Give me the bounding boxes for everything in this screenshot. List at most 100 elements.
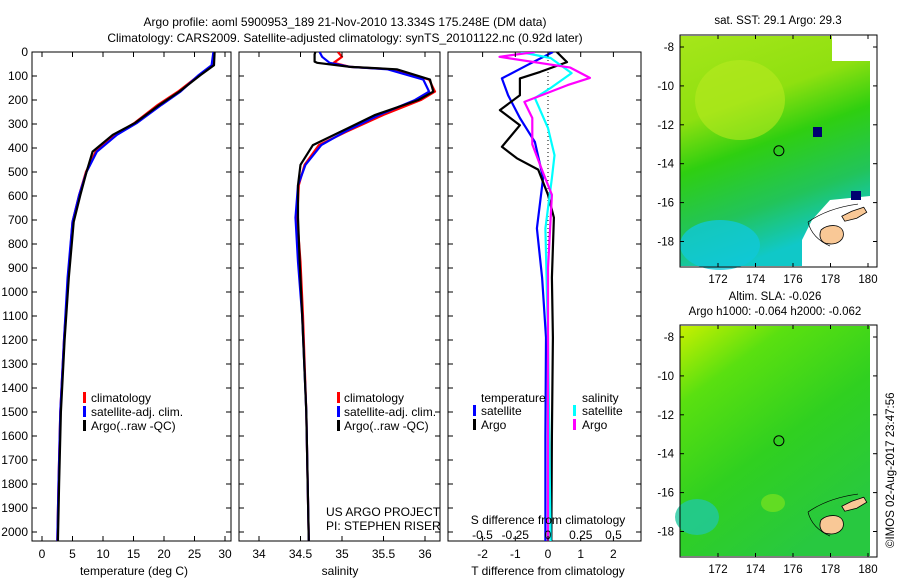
- depth-tick-label: 500: [8, 165, 28, 179]
- temperature-legend: climatology satellite-adj. clim. Argo(..…: [83, 391, 183, 433]
- lon-tick-label: 178: [821, 564, 840, 576]
- legend-label-argo: Argo(..raw -QC): [91, 419, 176, 433]
- sla-map: Altim. SLA: -0.026 Argo h1000: -0.064 h2…: [657, 291, 877, 576]
- depth-tick-label: 1300: [1, 357, 28, 371]
- lat-tick-label: -14: [657, 449, 674, 461]
- x-tick-label: 35: [335, 547, 349, 561]
- sst-warm-patch: [695, 60, 785, 140]
- x-tick-label: 34: [252, 547, 266, 561]
- difference-panel: temperature satellite Argo salinity sate…: [447, 51, 642, 578]
- x-tick-label: -1: [510, 547, 521, 561]
- legend-label-t-argo: Argo: [481, 418, 507, 432]
- legend-label-s-argo: Argo: [582, 418, 608, 432]
- s-difference-label: S difference from climatology: [471, 513, 626, 527]
- legend-swatch-satellite: [337, 406, 340, 417]
- series-line-t-argo: [498, 52, 569, 541]
- x-tick-label: 1: [577, 547, 584, 561]
- lon-tick-label: 178: [821, 274, 840, 286]
- title-line-1: Argo profile: aoml 5900953_189 21-Nov-20…: [144, 15, 547, 29]
- legend-header-temperature: temperature: [481, 391, 546, 405]
- depth-tick-label: 1000: [1, 285, 28, 299]
- lat-tick-label: -16: [657, 488, 674, 500]
- depth-tick-label: 1100: [2, 309, 28, 323]
- lon-tick-label: 174: [746, 564, 766, 576]
- lat-tick-label: -14: [657, 159, 674, 171]
- sla-low-patch: [675, 499, 719, 535]
- lat-tick-label: -10: [657, 81, 674, 93]
- lat-tick-label: -8: [664, 332, 674, 344]
- depth-tick-label: 1200: [1, 333, 28, 347]
- series-line-climatology: [56, 52, 216, 541]
- reef-outline: [807, 493, 859, 537]
- pi-annotation: PI: STEPHEN RISER: [326, 519, 441, 533]
- island-viti-levu: [819, 515, 844, 535]
- temperature-plot-frame: [31, 51, 232, 542]
- sst-missing-top: [832, 36, 870, 61]
- lon-tick-label: 172: [708, 274, 727, 286]
- legend-swatch-climatology: [337, 392, 340, 403]
- depth-tick-label: 600: [8, 189, 28, 203]
- series-line-s-argo: [498, 52, 592, 541]
- x-tick-label: 35.5: [372, 547, 396, 561]
- legend-swatch-s-argo: [573, 419, 576, 430]
- sla-map-title-2: Argo h1000: -0.064 h2000: -0.062: [689, 306, 862, 318]
- depth-tick-label: 1700: [1, 453, 28, 467]
- sst-map-title: sat. SST: 29.1 Argo: 29.3: [714, 15, 841, 27]
- lon-tick-label: 180: [858, 564, 877, 576]
- lat-tick-label: -8: [664, 42, 674, 54]
- island-viti-levu: [819, 225, 844, 245]
- legend-swatch-s-satellite: [573, 405, 576, 416]
- depth-tick-label: 1900: [1, 501, 28, 515]
- legend-label-satellite: satellite-adj. clim.: [344, 405, 436, 419]
- imos-credit: ©IMOS 02-Aug-2017 23:47:56: [885, 392, 897, 548]
- depth-tick-label: 1800: [1, 477, 28, 491]
- legend-label-argo: Argo(..raw -QC): [344, 419, 429, 433]
- sla-map-title-1: Altim. SLA: -0.026: [729, 291, 822, 303]
- legend-swatch-argo: [83, 420, 86, 431]
- depth-tick-label: 900: [8, 261, 28, 275]
- lat-tick-label: -18: [657, 237, 674, 249]
- x-tick-label: 30: [218, 547, 232, 561]
- island-vanua-levu: [841, 206, 868, 222]
- legend-swatch-satellite: [83, 406, 86, 417]
- legend-header-salinity: salinity: [582, 391, 619, 405]
- legend-swatch-t-satellite: [473, 405, 476, 416]
- depth-tick-label: 200: [8, 93, 28, 107]
- depth-tick-label: 0: [21, 45, 28, 59]
- salinity-panel: salinity climatology satellite-adj. clim…: [238, 51, 441, 578]
- depth-tick-label: 800: [8, 237, 28, 251]
- sst-cool-patch: [680, 220, 760, 270]
- series-line-satellite-adj-clim-: [56, 52, 215, 541]
- series-line-argo-raw-qc-: [296, 52, 435, 541]
- s-tick-label: -0.5: [472, 528, 493, 542]
- s-tick-label: 0.5: [605, 528, 622, 542]
- legend-label-t-satellite: satellite: [481, 404, 522, 418]
- depth-tick-label: 300: [8, 117, 28, 131]
- sst-cloud-flag: [851, 191, 861, 200]
- x-tick-label: 34.5: [289, 547, 313, 561]
- lat-tick-label: -18: [657, 527, 674, 539]
- lat-tick-label: -12: [657, 120, 674, 132]
- salinity-x-label: salinity: [322, 564, 359, 578]
- sst-frame: [679, 34, 878, 268]
- depth-tick-label: 700: [8, 213, 28, 227]
- legend-swatch-argo: [337, 420, 340, 431]
- lat-tick-label: -10: [657, 371, 674, 383]
- x-tick-label: 20: [157, 547, 171, 561]
- series-line-t-satellite: [500, 52, 554, 541]
- lon-tick-label: 174: [746, 274, 766, 286]
- project-annotation: US ARGO PROJECT: [326, 505, 441, 519]
- title-line-2: Climatology: CARS2009. Satellite-adjuste…: [107, 31, 582, 45]
- difference-legend: temperature satellite Argo salinity sate…: [473, 391, 623, 432]
- sst-cloud-flag: [813, 127, 822, 137]
- salinity-legend: climatology satellite-adj. clim. Argo(..…: [337, 391, 436, 433]
- x-tick-label: 0: [545, 547, 552, 561]
- legend-label-climatology: climatology: [344, 391, 404, 405]
- argo-float-location-marker: [773, 145, 785, 157]
- depth-tick-label: 1500: [1, 405, 28, 419]
- depth-tick-label: 1600: [1, 429, 28, 443]
- legend-label-s-satellite: satellite: [582, 404, 623, 418]
- depth-tick-label: 400: [8, 141, 28, 155]
- reef-outline: [807, 203, 859, 247]
